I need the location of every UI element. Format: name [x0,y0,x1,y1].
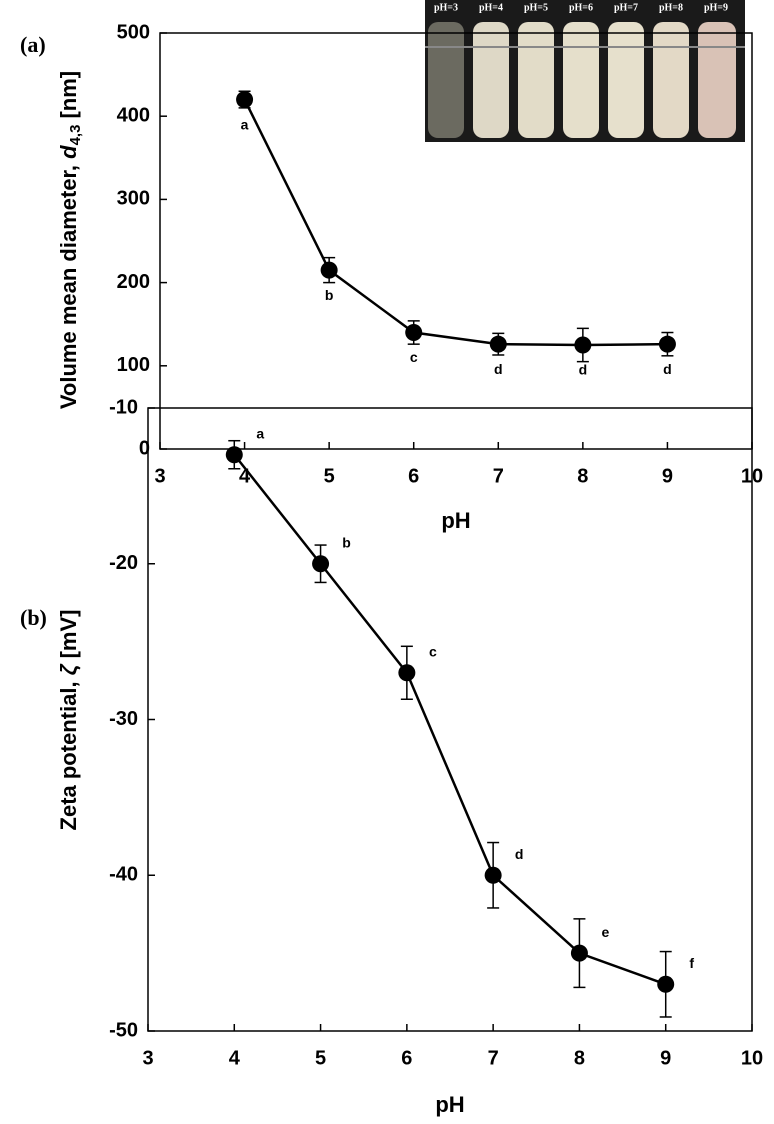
y-tick-label: 200 [117,271,150,293]
y-tick-label: -10 [109,396,138,418]
y-tick-label: 400 [117,104,150,126]
x-tick-label: 5 [315,1047,326,1069]
y-label-text: Zeta potential, [56,675,81,830]
inset-label: pH=6 [569,2,593,13]
point-label: c [410,349,418,365]
data-point [405,324,423,342]
inset-label: pH=5 [524,2,548,13]
inset-label: pH=4 [479,2,503,13]
plot-frame [147,407,753,1032]
x-axis-label: pH [441,508,470,533]
inset-label: pH=8 [659,2,683,13]
point-label: d [494,361,503,377]
point-label: a [241,116,249,132]
tube [473,22,509,138]
x-tick-label: 7 [488,1047,499,1069]
x-tick-label: 3 [154,465,165,487]
y-tick-label: 300 [117,188,150,210]
point-label: c [429,643,437,659]
y-label-subscript: 4,3 [67,125,84,146]
data-point [657,975,675,993]
y-label-unit: [mV] [56,610,81,659]
y-axis-label: Volume mean diameter, d4,3 [nm] [56,71,84,409]
data-point [570,944,588,962]
data-point [236,91,254,109]
point-label: b [325,287,334,303]
y-tick-label: 500 [117,21,150,43]
y-tick-label: -20 [109,552,138,574]
point-label: d [579,362,588,378]
tube [563,22,599,138]
data-point [320,261,338,279]
y-label-symbol: ζ [56,663,81,675]
point-label: b [342,534,351,550]
data-point [225,446,243,464]
data-point [658,335,676,353]
x-tick-label: 10 [741,1047,763,1069]
x-tick-label: 6 [408,465,419,487]
x-tick-label: 5 [324,465,335,487]
tube [653,22,689,138]
x-tick-label: 9 [662,465,673,487]
y-label-unit: [nm] [56,71,81,119]
data-line [233,453,667,986]
x-tick-label: 8 [574,1047,585,1069]
plot-frame [159,32,753,450]
tube [608,22,644,138]
data-point [489,335,507,353]
x-tick-label: 8 [577,465,588,487]
inset-photo [425,0,745,142]
inset-label: pH=9 [704,2,728,13]
data-point [398,664,416,682]
data-point [312,555,330,573]
y-label-text: Volume mean diameter, [56,159,81,409]
data-point [484,866,502,884]
x-axis-label: pH [435,1092,464,1117]
panel-label: (b) [20,605,47,630]
y-tick-label: 100 [117,354,150,376]
y-axis-label: Zeta potential, ζ [mV] [56,610,81,831]
point-label: d [663,361,672,377]
x-tick-label: 3 [142,1047,153,1069]
point-label: a [256,425,264,441]
panel: -50 -40 -30 -20 -10 3 4 5 6 7 8 9 10 pH Zeta potential… [20,396,763,1117]
data-point [574,336,592,354]
inset-label: pH=3 [434,2,458,13]
x-tick-label: 4 [229,1047,241,1069]
tube [428,22,464,138]
point-label: d [515,846,524,862]
x-tick-label: 7 [493,465,504,487]
y-tick-label: -30 [109,708,138,730]
y-tick-label: 0 [139,437,150,459]
x-tick-label: 6 [401,1047,412,1069]
tube [518,22,554,138]
inset-label: pH=7 [614,2,638,13]
data-line [243,99,668,347]
panel-label: (a) [20,32,46,57]
point-label: e [602,924,610,940]
tube [698,22,736,138]
point-label: f [689,955,694,971]
y-tick-label: -40 [109,864,138,886]
x-tick-label: 9 [660,1047,671,1069]
y-tick-label: -50 [109,1019,138,1041]
y-label-symbol: d [56,145,81,159]
